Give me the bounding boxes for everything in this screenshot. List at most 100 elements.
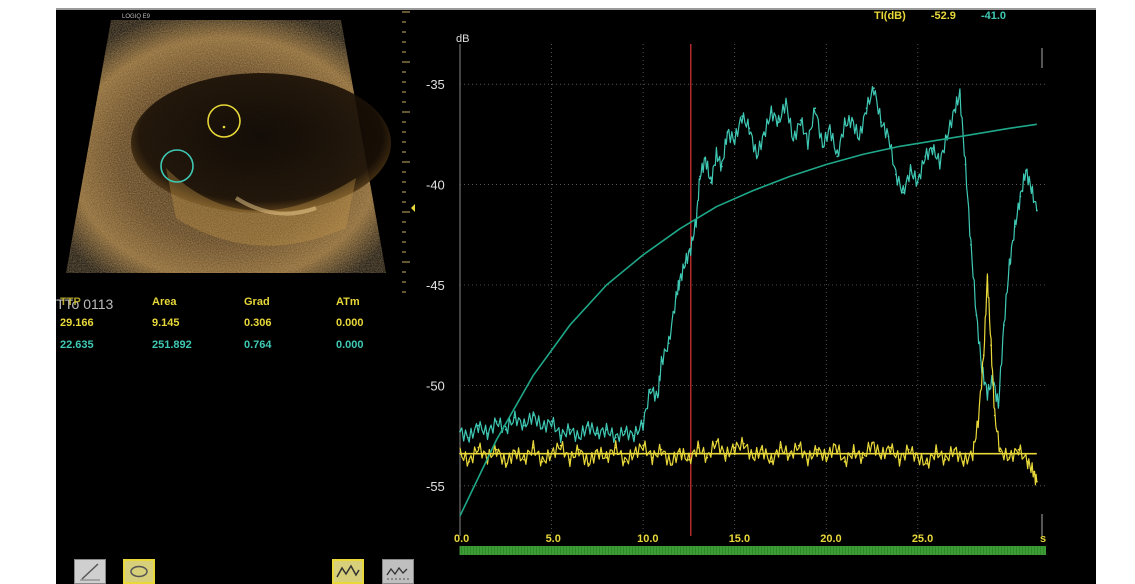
roi-cyan-circle[interactable] [160, 149, 194, 183]
data-point [656, 396, 659, 399]
data-point [748, 127, 751, 130]
data-point [959, 93, 961, 96]
data-point [990, 344, 992, 347]
data-point [715, 153, 718, 156]
data-point [568, 458, 571, 461]
data-point [726, 131, 729, 134]
x-tick-label: 25.0 [912, 533, 933, 545]
data-point [821, 145, 824, 148]
data-point [752, 456, 754, 459]
data-point [704, 157, 707, 160]
stats-row-yellow-grad: 0.306 [244, 317, 272, 329]
data-point [559, 434, 562, 437]
ellipse-roi-tool-icon[interactable] [123, 559, 155, 584]
tic-chart: -35 -40 -45 -50 -55 0.0 5.0 10.0 15.0 20.0 25.0 s dB [426, 33, 1046, 555]
data-point [1019, 195, 1022, 198]
data-point [642, 422, 645, 425]
data-point [504, 462, 507, 465]
data-point [605, 456, 608, 459]
data-point [944, 458, 947, 461]
y-axis-label: dB [456, 33, 469, 45]
data-point [468, 436, 471, 439]
data-point [946, 135, 949, 138]
stats-row-yellow-area: 9.145 [152, 317, 180, 329]
data-point [709, 181, 712, 184]
data-point [695, 219, 698, 222]
data-point [880, 454, 883, 457]
data-point [887, 135, 890, 138]
data-point [755, 155, 758, 158]
data-point [779, 446, 782, 449]
data-point [814, 107, 817, 110]
data-point [834, 444, 837, 447]
curve-fit-icon[interactable] [332, 559, 364, 584]
data-point [587, 462, 590, 465]
data-point [706, 456, 709, 459]
data-point [792, 139, 795, 142]
data-point [715, 440, 718, 443]
data-point [678, 280, 681, 282]
data-point [777, 121, 780, 124]
data-point [986, 392, 989, 395]
data-point [614, 436, 617, 439]
data-point [898, 458, 901, 461]
stats-header-area: Area [152, 296, 177, 308]
raw-curve-icon[interactable] [382, 559, 414, 584]
data-point [633, 434, 635, 437]
data-point [953, 109, 956, 112]
data-point [871, 442, 873, 445]
stats-row-yellow-ttp: 29.166 [60, 317, 94, 329]
data-point [938, 161, 941, 164]
data-point [688, 458, 690, 461]
data-point [916, 456, 919, 459]
x-tick-label: s [1040, 533, 1046, 545]
data-point [843, 460, 846, 463]
data-point [742, 442, 745, 445]
y-tick-label: -45 [426, 278, 445, 293]
data-point [770, 111, 773, 114]
data-point [684, 261, 687, 264]
ti-label: TI(dB) [874, 10, 906, 22]
data-point [623, 430, 626, 433]
data-point [724, 454, 727, 457]
data-point [550, 420, 553, 423]
roi-yellow-circle[interactable] [207, 104, 241, 138]
stats-row-yellow-atm: 0.000 [336, 317, 364, 329]
data-point [953, 448, 956, 451]
data-point [477, 424, 480, 427]
data-point [970, 243, 972, 246]
stats-row-cyan-ttp: 22.635 [60, 339, 94, 351]
data-point [596, 450, 599, 453]
data-point [660, 448, 663, 451]
data-point [523, 424, 525, 427]
data-point [614, 446, 617, 449]
data-point [532, 446, 535, 449]
ti-value-yellow: -52.9 [930, 10, 956, 22]
data-point [578, 436, 580, 439]
data-point [495, 448, 498, 451]
stats-header-ttp: TTP [60, 296, 81, 308]
stats-header-grad: Grad [244, 296, 270, 308]
data-point [523, 458, 525, 461]
fit-curve-2 [459, 123, 1037, 517]
data-point [660, 360, 663, 363]
data-point [924, 155, 927, 158]
data-point [1032, 470, 1035, 473]
data-point [1008, 456, 1011, 459]
data-point [578, 448, 580, 451]
x-tick-label: 10.0 [637, 533, 658, 545]
ultrasound-window: LOGIQ E9 TTo 0113 TTP Area Grad ATm 29.1… [56, 8, 1096, 584]
data-point [926, 462, 928, 465]
data-point [697, 446, 699, 449]
data-point [486, 432, 489, 435]
line-tool-icon[interactable] [74, 559, 106, 584]
data-point [720, 165, 723, 168]
data-point [669, 462, 672, 465]
data-point [532, 414, 535, 417]
data-point [651, 456, 654, 459]
data-point [829, 127, 831, 130]
x-tick-label: 0.0 [454, 533, 469, 545]
data-point [587, 424, 590, 427]
data-point [889, 446, 892, 449]
x-tick-label: 5.0 [546, 533, 561, 545]
